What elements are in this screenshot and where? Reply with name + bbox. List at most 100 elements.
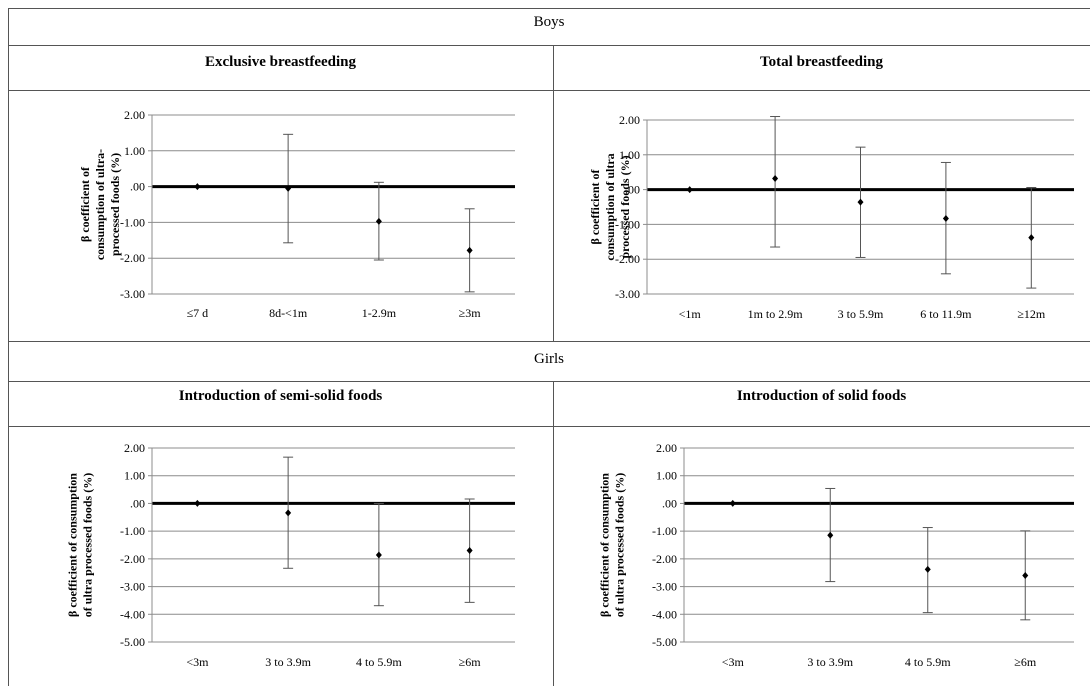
chart-semi-solid-foods: 2.00 1.00 .00 -1.00 -2.00 -3.00 -4.00 -5.00 β co…: [8, 427, 553, 686]
y-axis-label-line: of ultra processed foods (%): [613, 473, 627, 617]
y-tick-label: .00: [662, 496, 677, 510]
y-tick-label: -3.00: [120, 287, 145, 301]
x-tick-label: <3m: [722, 655, 745, 669]
y-axis-label-line: β coefficient of consumption: [598, 473, 612, 617]
y-axis-label: β coefficient of consumption of ultra pro…: [598, 473, 627, 618]
chart-solid-foods: 2.00 1.00 .00 -1.00 -2.00 -3.00 -4.00 -5.00 β co…: [554, 427, 1090, 686]
figure-frame: Boys Girls Exclusive breastfeeding Total…: [8, 8, 1090, 686]
y-tick-label: -1.00: [120, 215, 145, 229]
data-point: [194, 499, 201, 507]
border-left: [8, 8, 9, 686]
y-tick-label: -1.00: [652, 524, 677, 538]
x-tick-label: ≥6m: [459, 655, 482, 669]
y-tick-label: -4.00: [120, 607, 145, 621]
x-tick-label: 4 to 5.9m: [905, 655, 951, 669]
data-point: [375, 217, 382, 225]
data-point: [942, 214, 949, 222]
y-tick-label: 2.00: [124, 108, 145, 122]
x-tick-label: 1-2.9m: [362, 306, 397, 320]
y-tick-label: -1.00: [120, 524, 145, 538]
data-point: [1022, 571, 1029, 579]
y-axis-label: β coefficient of consumption of ultra proc…: [588, 153, 632, 260]
x-tick-label: ≤7 d: [187, 306, 209, 320]
divider-panel-titles-2: [8, 426, 1090, 427]
y-tick-label: 2.00: [619, 113, 640, 127]
section-title-boys: Boys: [533, 14, 565, 30]
y-axis-label: β coefficient of consumption of ultra-pro…: [78, 149, 122, 260]
data-point: [686, 186, 693, 194]
x-tick-label: 3 to 5.9m: [838, 307, 884, 321]
chart-exclusive-breastfeeding: 2.00 1.00 .00 -1.00 -2.00 -3.00 β coefficient …: [8, 91, 553, 341]
data-point: [285, 509, 292, 517]
y-tick-label: 1.00: [656, 469, 677, 483]
y-axis-label-line: consumption of ultra: [603, 153, 617, 260]
y-axis-label-line: β coefficient of: [78, 166, 92, 242]
data-point: [729, 499, 736, 507]
y-tick-label: 2.00: [656, 441, 677, 455]
y-axis-label: β coefficient of consumption of ultra pro…: [66, 473, 95, 618]
data-point: [827, 531, 834, 539]
data-point: [466, 246, 473, 254]
x-tick-label: ≥12m: [1017, 307, 1046, 321]
divider-column-bottom: [553, 381, 554, 686]
x-tick-label: 3 to 3.9m: [807, 655, 853, 669]
y-tick-label: 2.00: [124, 441, 145, 455]
y-tick-label: -2.00: [652, 552, 677, 566]
section-title-girls: Girls: [534, 351, 564, 367]
chart-svg-semi-solid-foods: 2.00 1.00 .00 -1.00 -2.00 -3.00 -4.00 -5.00 β co…: [66, 441, 515, 669]
x-tick-label: ≥6m: [1014, 655, 1037, 669]
data-point: [772, 174, 779, 182]
chart-svg-total-breastfeeding: 2.00 1.00 .00 -1.00 -2.00 -3.00 β coefficient …: [588, 113, 1074, 321]
divider-girls-header: [8, 381, 1090, 382]
data-point: [857, 198, 864, 206]
y-tick-label: -1.00: [615, 217, 640, 231]
data-point: [924, 565, 931, 573]
panel-title-total-breastfeeding: Total breastfeeding: [760, 54, 883, 70]
data-point: [194, 183, 201, 191]
y-tick-label: 1.00: [124, 469, 145, 483]
x-tick-label: <1m: [679, 307, 702, 321]
data-point: [375, 551, 382, 559]
y-tick-label: .00: [625, 183, 640, 197]
y-tick-label: -2.00: [120, 552, 145, 566]
y-tick-label: 1.00: [124, 144, 145, 158]
divider-boys-header: [8, 45, 1090, 46]
data-point: [1028, 234, 1035, 242]
y-tick-label: -2.00: [120, 251, 145, 265]
x-tick-label: ≥3m: [459, 306, 482, 320]
divider-section-girls: [8, 341, 1090, 342]
y-axis-label-line: β coefficient of consumption: [66, 473, 80, 617]
y-tick-label: -5.00: [120, 635, 145, 649]
x-tick-label: 6 to 11.9m: [920, 307, 972, 321]
chart-svg-exclusive-breastfeeding: 2.00 1.00 .00 -1.00 -2.00 -3.00 β coefficient …: [78, 108, 515, 320]
y-tick-label: 1.00: [619, 148, 640, 162]
y-axis-label-line: processed foods (%): [618, 155, 632, 258]
border-top: [8, 8, 1090, 9]
y-axis-label-line: β coefficient of: [588, 169, 602, 245]
y-axis-label-line: processed foods (%): [108, 153, 122, 256]
chart-svg-solid-foods: 2.00 1.00 .00 -1.00 -2.00 -3.00 -4.00 -5.00 β co…: [598, 441, 1074, 669]
y-tick-label: -4.00: [652, 607, 677, 621]
y-axis-label-line: of ultra processed foods (%): [81, 473, 95, 617]
panel-title-solid-foods: Introduction of solid foods: [736, 388, 907, 404]
y-tick-label: -2.00: [615, 252, 640, 266]
x-tick-label: 8d-<1m: [269, 306, 308, 320]
y-tick-label: -5.00: [652, 635, 677, 649]
x-tick-label: <3m: [186, 655, 209, 669]
divider-panel-titles-1: [8, 90, 1090, 91]
y-axis-label-line: consumption of ultra-: [93, 149, 107, 260]
panel-title-exclusive-breastfeeding: Exclusive breastfeeding: [205, 54, 356, 70]
y-tick-label: .00: [130, 496, 145, 510]
x-tick-label: 3 to 3.9m: [265, 655, 311, 669]
divider-column-top: [553, 45, 554, 341]
data-point: [285, 184, 292, 192]
panel-title-semi-solid-foods: Introduction of semi-solid foods: [178, 388, 383, 404]
x-tick-label: 1m to 2.9m: [748, 307, 804, 321]
y-tick-label: .00: [130, 180, 145, 194]
x-tick-label: 4 to 5.9m: [356, 655, 402, 669]
y-tick-label: -3.00: [652, 580, 677, 594]
data-point: [466, 547, 473, 555]
y-tick-label: -3.00: [120, 580, 145, 594]
chart-total-breastfeeding: 2.00 1.00 .00 -1.00 -2.00 -3.00 β coefficient …: [554, 91, 1090, 341]
y-tick-label: -3.00: [615, 287, 640, 301]
